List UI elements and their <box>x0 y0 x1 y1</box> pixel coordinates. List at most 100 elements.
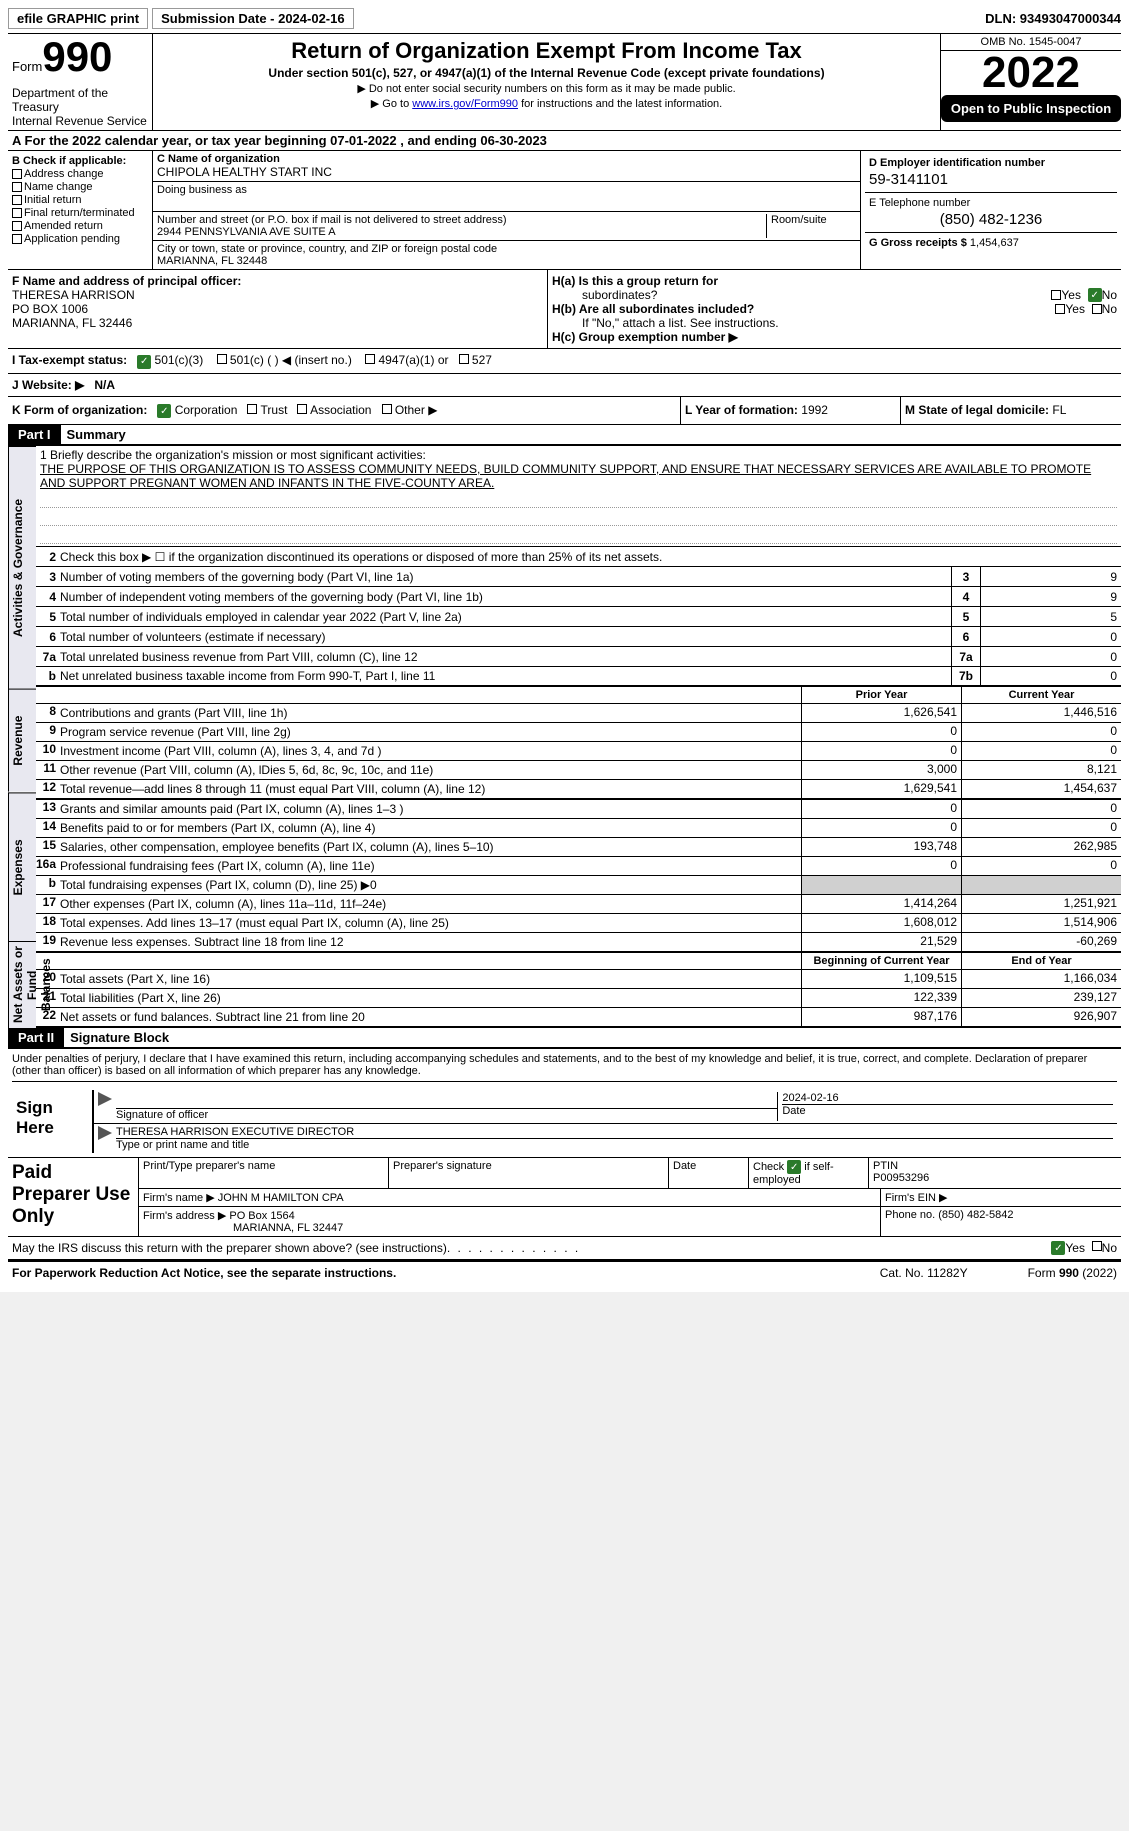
firm-addr-label: Firm's address ▶ <box>143 1210 226 1222</box>
top-bar: efile GRAPHIC print Submission Date - 20… <box>8 8 1121 29</box>
dept-label: Department of the Treasury Internal Reve… <box>12 86 148 128</box>
form-number-box: Form 990 Department of the Treasury Inte… <box>8 34 153 130</box>
opt-501c3: 501(c)(3) <box>155 353 204 367</box>
chk-527[interactable] <box>459 354 469 364</box>
l9p: 0 <box>801 723 961 741</box>
firm-name: JOHN M HAMILTON CPA <box>218 1192 344 1204</box>
side-gov: Activities & Governance <box>8 446 36 689</box>
line5-text: Total number of individuals employed in … <box>60 608 951 626</box>
chk-501c3[interactable]: ✓ <box>137 355 151 369</box>
org-name: CHIPOLA HEALTHY START INC <box>157 165 856 179</box>
room-label: Room/suite <box>766 214 856 238</box>
l18c: 1,514,906 <box>961 914 1121 932</box>
phone-label: E Telephone number <box>869 197 1113 209</box>
chk-4947[interactable] <box>365 354 375 364</box>
chk-amended[interactable] <box>12 221 22 231</box>
l20t: Total assets (Part X, line 16) <box>60 970 801 988</box>
paid-print-name: Print/Type preparer's name <box>139 1158 389 1188</box>
ha-yes[interactable] <box>1051 290 1061 300</box>
footer-form: Form 990 (2022) <box>1028 1266 1117 1280</box>
prior-current-header: Prior Year Current Year <box>36 687 1121 704</box>
l11p: 3,000 <box>801 761 961 779</box>
paid-phone: (850) 482-5842 <box>938 1209 1013 1221</box>
l22t: Net assets or fund balances. Subtract li… <box>60 1008 801 1026</box>
l13c: 0 <box>961 800 1121 818</box>
l13p: 0 <box>801 800 961 818</box>
chk-other[interactable] <box>382 404 392 414</box>
l16at: Professional fundraising fees (Part IX, … <box>60 857 801 875</box>
irs-link[interactable]: www.irs.gov/Form990 <box>412 98 518 110</box>
l15t: Salaries, other compensation, employee b… <box>60 838 801 856</box>
mission-text: THE PURPOSE OF THIS ORGANIZATION IS TO A… <box>40 462 1117 490</box>
org-addr: 2944 PENNSYLVANIA AVE SUITE A <box>157 226 766 238</box>
officer-addr2: MARIANNA, FL 32446 <box>12 316 543 330</box>
chk-pending[interactable] <box>12 234 22 244</box>
klm-row: K Form of organization: ✓ Corporation Tr… <box>8 397 1121 426</box>
chk-trust[interactable] <box>247 404 257 414</box>
l9c: 0 <box>961 723 1121 741</box>
part1-title: Summary <box>61 425 132 444</box>
chk-address[interactable] <box>12 169 22 179</box>
l11c: 8,121 <box>961 761 1121 779</box>
l10t: Investment income (Part VIII, column (A)… <box>60 742 801 760</box>
form-label: Form <box>12 59 42 74</box>
chk-assoc[interactable] <box>297 404 307 414</box>
line6-val: 0 <box>981 627 1121 646</box>
submission-button[interactable]: Submission Date - 2024-02-16 <box>152 8 354 29</box>
paid-date: Date <box>669 1158 749 1188</box>
l18p: 1,608,012 <box>801 914 961 932</box>
phone-value: (850) 482-1236 <box>869 211 1113 228</box>
efile-button[interactable]: efile GRAPHIC print <box>8 8 148 29</box>
subtitle-1: Under section 501(c), 527, or 4947(a)(1)… <box>157 66 936 80</box>
boy-eoy-header: Beginning of Current Year End of Year <box>36 953 1121 970</box>
l17p: 1,414,264 <box>801 895 961 913</box>
line5-val: 5 <box>981 607 1121 626</box>
title-box: Return of Organization Exempt From Incom… <box>153 34 941 130</box>
m-val: FL <box>1052 403 1066 417</box>
chk-501c[interactable] <box>217 354 227 364</box>
hb-label: H(b) Are all subordinates included? <box>552 302 754 316</box>
l18t: Total expenses. Add lines 13–17 (must eq… <box>60 914 801 932</box>
l17t: Other expenses (Part IX, column (A), lin… <box>60 895 801 913</box>
org-city: MARIANNA, FL 32448 <box>157 255 856 267</box>
l21c: 239,127 <box>961 989 1121 1007</box>
discuss-no[interactable] <box>1092 1241 1102 1251</box>
chk-initial[interactable] <box>12 195 22 205</box>
side-rev: Revenue <box>8 689 36 792</box>
hdr-curr: Current Year <box>961 687 1121 703</box>
sig-arrow2-icon <box>98 1126 112 1140</box>
form-header: Form 990 Department of the Treasury Inte… <box>8 33 1121 130</box>
form-number: 990 <box>42 36 112 78</box>
footer-cat: Cat. No. 11282Y <box>880 1266 968 1280</box>
sig-officer-label: Signature of officer <box>116 1108 777 1121</box>
l-label: L Year of formation: <box>685 403 798 417</box>
dba-label: Doing business as <box>157 184 856 196</box>
line4-text: Number of independent voting members of … <box>60 588 951 606</box>
tax-year: 2022 <box>941 51 1121 95</box>
hb-no[interactable] <box>1092 304 1102 314</box>
opt-initial: Initial return <box>24 194 81 206</box>
chk-name[interactable] <box>12 182 22 192</box>
paid-sig: Preparer's signature <box>389 1158 669 1188</box>
chk-final[interactable] <box>12 208 22 218</box>
sig-date-label: Date <box>782 1104 1113 1117</box>
l12p: 1,629,541 <box>801 780 961 798</box>
l8t: Contributions and grants (Part VIII, lin… <box>60 704 801 722</box>
l22p: 987,176 <box>801 1008 961 1026</box>
chk-corp[interactable]: ✓ <box>157 404 171 418</box>
sig-name-title: THERESA HARRISON EXECUTIVE DIRECTOR <box>116 1126 1113 1138</box>
l21p: 122,339 <box>801 989 961 1007</box>
l20p: 1,109,515 <box>801 970 961 988</box>
hb-yes[interactable] <box>1055 304 1065 314</box>
ha-no[interactable]: ✓ <box>1088 288 1102 302</box>
part2-hdr: Part II <box>8 1028 64 1047</box>
l16bc <box>961 876 1121 894</box>
opt-trust: Trust <box>261 403 288 417</box>
col-c: C Name of organization CHIPOLA HEALTHY S… <box>153 151 861 269</box>
discuss-yes[interactable]: ✓ <box>1051 1241 1065 1255</box>
subtitle-2: ▶ Do not enter social security numbers o… <box>157 82 936 95</box>
l20c: 1,166,034 <box>961 970 1121 988</box>
opt-corp: Corporation <box>175 403 238 417</box>
opt-501c: 501(c) ( ) ◀ (insert no.) <box>230 353 352 367</box>
l16bp <box>801 876 961 894</box>
